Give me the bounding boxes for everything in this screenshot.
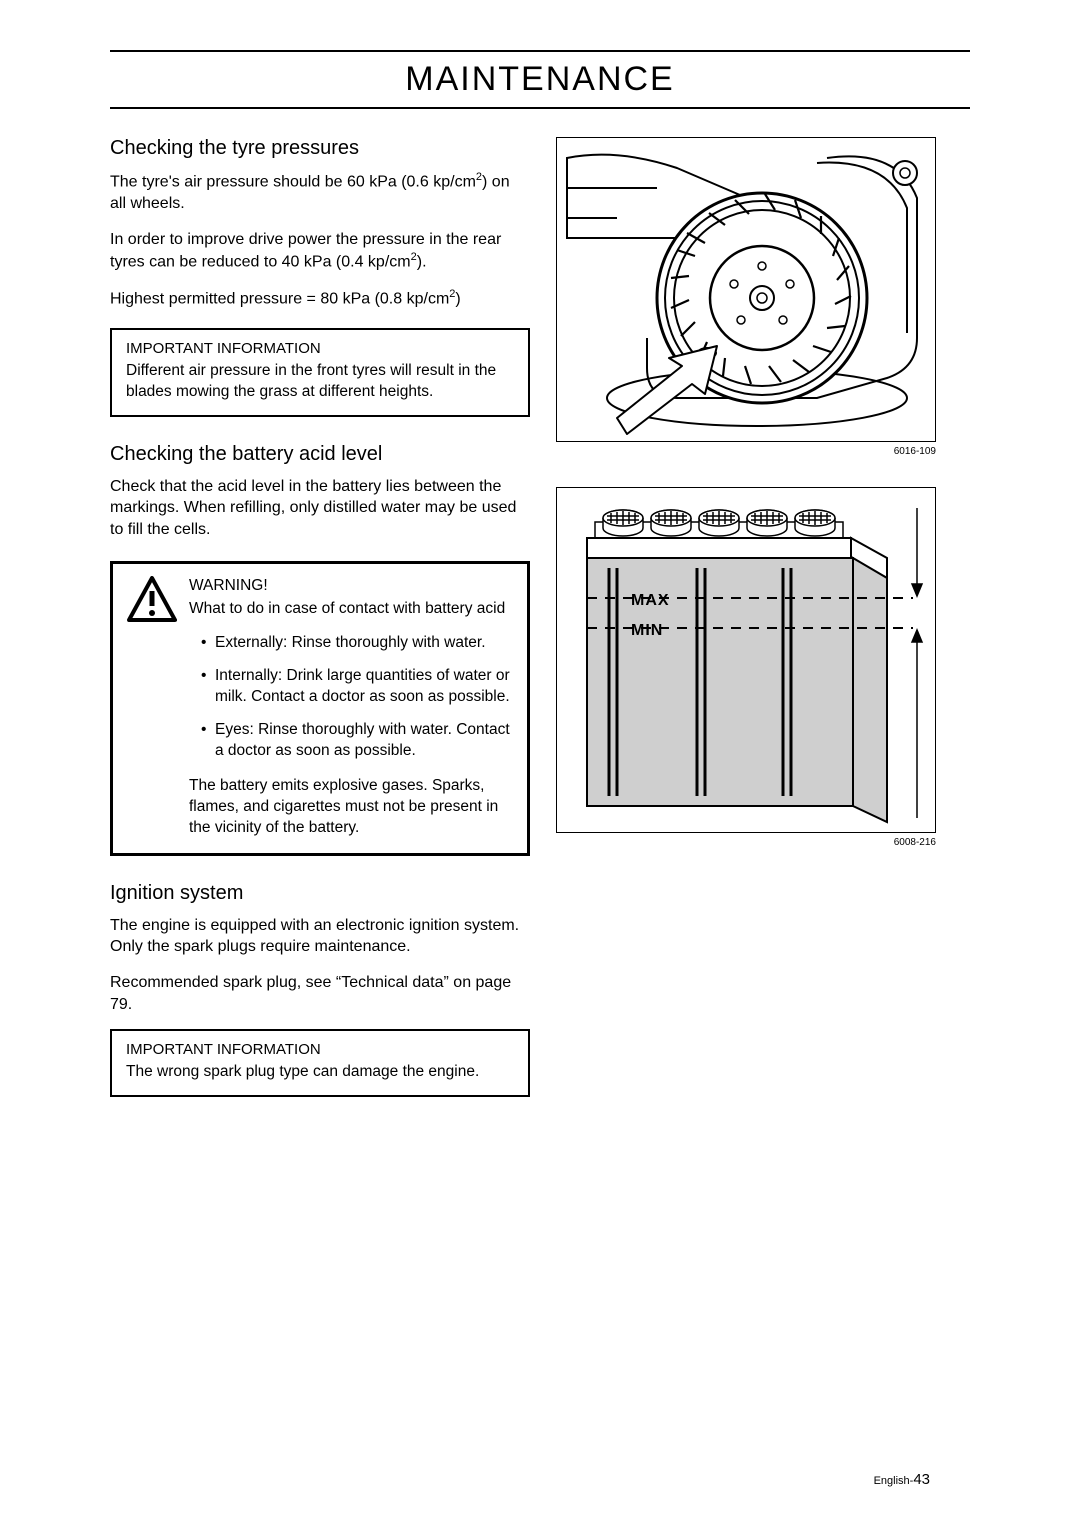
right-column: 6016-109 [556, 137, 956, 1123]
ignition-heading: Ignition system [110, 882, 530, 905]
warning-title: WARNING! [189, 576, 513, 597]
ignition-info-body: The wrong spark plug type can damage the… [126, 1062, 514, 1083]
left-column: Checking the tyre pressures The tyre's a… [110, 137, 530, 1123]
footer-lang: English- [874, 1475, 914, 1487]
manual-page: MAINTENANCE Checking the tyre pressures … [0, 0, 1080, 1528]
content-columns: Checking the tyre pressures The tyre's a… [110, 137, 970, 1123]
battery-min-label: MIN [631, 622, 663, 639]
warning-list: Externally: Rinse thoroughly with water.… [189, 633, 513, 762]
footer-page-number: 43 [913, 1471, 930, 1488]
tyre-figure [556, 137, 936, 442]
page-footer: English-43 [874, 1471, 930, 1488]
tyre-info-box: IMPORTANT INFORMATION Different air pres… [110, 328, 530, 417]
title-underline [110, 107, 970, 109]
warning-item-1: Externally: Rinse thoroughly with water. [201, 633, 513, 654]
figure2-caption: 6008-216 [556, 837, 936, 848]
top-rule [110, 50, 970, 52]
battery-para-1: Check that the acid level in the battery… [110, 476, 530, 541]
battery-figure: MAX MIN [556, 487, 936, 833]
warning-lead: What to do in case of contact with batte… [189, 599, 513, 620]
ignition-para-2: Recommended spark plug, see “Technical d… [110, 972, 530, 1015]
tyre-para-3b: ) [455, 290, 460, 307]
warning-tail: The battery emits explosive gases. Spark… [189, 776, 513, 839]
battery-warning-box: WARNING! What to do in case of contact w… [110, 561, 530, 856]
tyre-para-3: Highest permitted pressure = 80 kPa (0.8… [110, 287, 530, 310]
warning-item-3: Eyes: Rinse thoroughly with water. Conta… [201, 720, 513, 762]
ignition-para-1: The engine is equipped with an electroni… [110, 915, 530, 958]
ignition-info-box: IMPORTANT INFORMATION The wrong spark pl… [110, 1029, 530, 1097]
battery-heading: Checking the battery acid level [110, 443, 530, 466]
tyre-para-2b: ). [417, 253, 427, 270]
page-title: MAINTENANCE [110, 60, 970, 99]
tyre-para-2a: In order to improve drive power the pres… [110, 231, 501, 271]
battery-max-label: MAX [631, 592, 670, 609]
tyre-pressures-heading: Checking the tyre pressures [110, 137, 530, 160]
warning-content: WARNING! What to do in case of contact w… [189, 576, 513, 839]
tyre-para-1a: The tyre's air pressure should be 60 kPa… [110, 173, 476, 190]
ignition-info-title: IMPORTANT INFORMATION [126, 1041, 514, 1058]
warning-triangle-icon [127, 576, 177, 839]
figure1-caption: 6016-109 [556, 446, 936, 457]
tyre-info-title: IMPORTANT INFORMATION [126, 340, 514, 357]
tyre-para-2: In order to improve drive power the pres… [110, 229, 530, 274]
tyre-para-3a: Highest permitted pressure = 80 kPa (0.8… [110, 290, 449, 307]
tyre-para-1: The tyre's air pressure should be 60 kPa… [110, 170, 530, 215]
warning-item-2: Internally: Drink large quantities of wa… [201, 666, 513, 708]
tyre-info-body: Different air pressure in the front tyre… [126, 361, 514, 403]
